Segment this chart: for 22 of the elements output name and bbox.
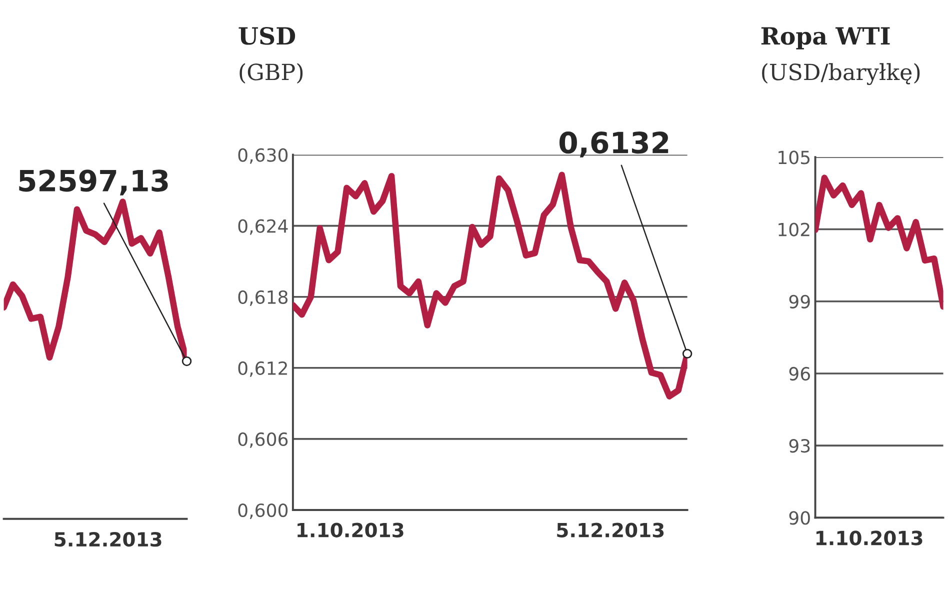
text: 1.10.2013 — [298, 522, 404, 538]
y-tick-label: 0,618 — [238, 290, 288, 306]
annotation: 0,6132 — [559, 132, 668, 158]
chart-subtitle: (USD/baryłkę) — [762, 63, 920, 85]
text: 5.12.2013 — [557, 522, 664, 538]
y-tick-label: 0,624 — [238, 219, 288, 235]
y-tick-label: 0,630 — [238, 148, 288, 164]
y-tick-label: 105 — [778, 150, 810, 164]
text: 52597,13 — [19, 170, 168, 196]
text: 5.12.2013 — [54, 532, 162, 547]
chart-subtitle: (GBP) — [240, 63, 303, 84]
y-tick-label: 96 — [789, 366, 810, 381]
y-tick-label: 102 — [778, 222, 810, 236]
y-tick-label: 90 — [789, 511, 810, 525]
chart-title: USD — [238, 26, 296, 45]
y-tick-label: 93 — [789, 439, 810, 453]
text: 1.10.2013 — [816, 530, 922, 546]
y-tick-label: 0,600 — [238, 503, 288, 519]
y-tick-label: 0,606 — [238, 432, 288, 448]
y-tick-label: 99 — [789, 294, 810, 308]
y-tick-label: 0,612 — [238, 361, 287, 377]
chart-title: Ropa WTI — [761, 27, 890, 50]
